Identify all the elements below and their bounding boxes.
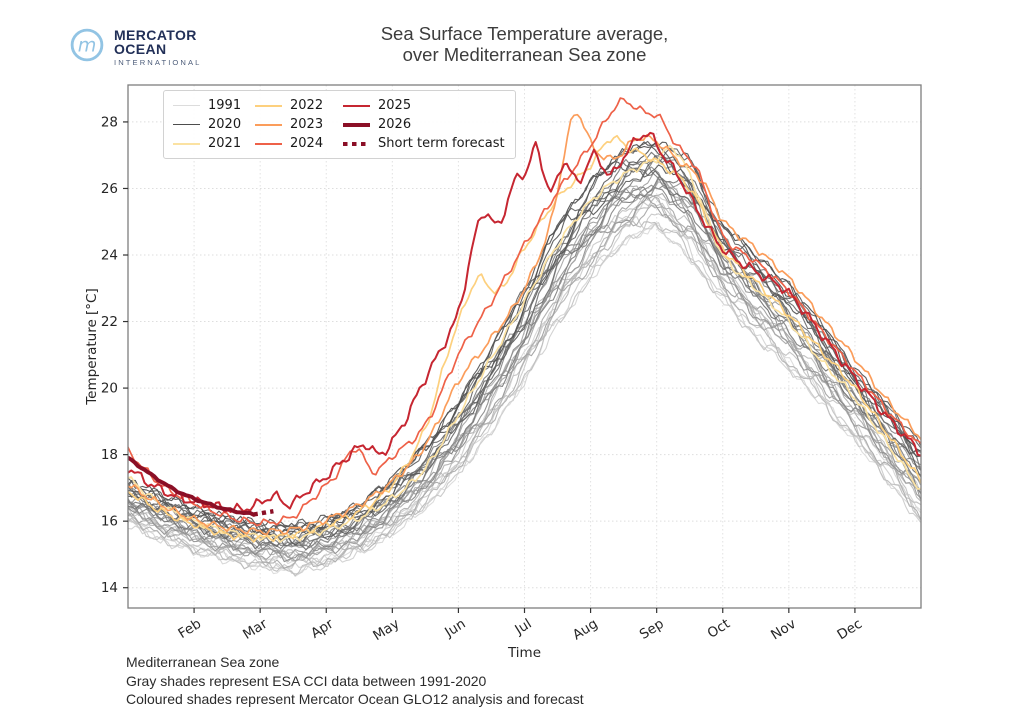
x-tick-label: May xyxy=(370,616,402,644)
legend-swatch-icon xyxy=(255,123,282,126)
gray-line-1991 xyxy=(128,223,921,577)
gray-line-2013 xyxy=(128,157,921,551)
y-tick-label: 28 xyxy=(101,114,118,130)
y-tick-label: 26 xyxy=(101,181,118,197)
gray-line-2001 xyxy=(128,204,921,570)
x-tick-label: Mar xyxy=(240,616,270,643)
gray-line-1993 xyxy=(128,195,921,569)
legend-label: Short term forecast xyxy=(378,136,505,151)
legend-swatch-icon xyxy=(255,104,282,107)
x-tick-label: Nov xyxy=(768,616,799,644)
series-line-2025 xyxy=(128,131,921,513)
gray-line-2015 xyxy=(128,148,921,540)
chart-title: Sea Surface Temperature average, over Me… xyxy=(128,23,921,65)
legend-swatch-icon xyxy=(173,123,200,126)
brand-line-mercator: MERCATOR xyxy=(114,27,197,43)
chart-title-line1: Sea Surface Temperature average, xyxy=(380,23,669,44)
legend-label: 2020 xyxy=(208,117,242,132)
gray-line-2009 xyxy=(128,156,921,545)
legend-item-2021: 2021 xyxy=(173,134,255,153)
y-tick-label: 20 xyxy=(101,381,118,397)
legend-label: 2025 xyxy=(378,98,412,113)
y-tick-label: 18 xyxy=(101,447,118,463)
x-tick-label: Aug xyxy=(570,616,601,644)
footnote-coloured-shades: Coloured shades represent Mercator Ocean… xyxy=(126,691,584,708)
legend-label: 2024 xyxy=(290,136,324,151)
gray-line-2003 xyxy=(128,170,921,562)
series-line-2024 xyxy=(128,97,921,527)
footnote-gray-shades: Gray shades represent ESA CCI data betwe… xyxy=(126,672,487,689)
y-tick-label: 22 xyxy=(101,314,118,330)
x-tick-label: Jun xyxy=(441,616,468,641)
brand-line-international: INTERNATIONAL xyxy=(114,58,202,67)
legend-item-2023: 2023 xyxy=(255,115,343,134)
y-tick-label: 14 xyxy=(101,580,118,596)
legend-item-2020: 2020 xyxy=(173,115,255,134)
series-line-2022 xyxy=(128,134,921,543)
footnotes: Mediterranean Sea zone Gray shades repre… xyxy=(126,653,584,709)
legend-item-1991: 1991 xyxy=(173,96,255,115)
gray-line-1995 xyxy=(128,213,921,571)
gray-line-2002 xyxy=(128,192,921,557)
footnote-zone: Mediterranean Sea zone xyxy=(126,654,280,670)
x-tick-label: Oct xyxy=(705,616,733,642)
series-layer xyxy=(128,97,921,577)
x-tick-label: Jul xyxy=(511,616,534,639)
legend-swatch-icon xyxy=(343,122,370,127)
y-tick-label: 16 xyxy=(101,514,118,530)
mercator-ocean-logo: m MERCATOR OCEAN INTERNATIONAL xyxy=(70,28,202,67)
legend-item-2025: 2025 xyxy=(343,96,505,115)
legend-item-2022: 2022 xyxy=(255,96,343,115)
legend-label: 1991 xyxy=(208,98,242,113)
series-line-2023 xyxy=(128,113,921,536)
series-line-2026 xyxy=(128,455,256,517)
legend-swatch-icon xyxy=(173,142,200,145)
svg-text:m: m xyxy=(78,33,97,56)
legend-item-short-term-forecast: Short term forecast xyxy=(343,134,505,153)
chart-title-line2: over Mediterranean Sea zone xyxy=(402,44,647,65)
legend-label: 2022 xyxy=(290,98,324,113)
legend: 1991 2020 2021 2022 2023 2024 2025 2026 Short te… xyxy=(163,90,516,159)
x-axis-label: Time xyxy=(507,645,541,661)
x-tick-label: Dec xyxy=(834,616,865,643)
x-tick-label: Feb xyxy=(175,616,204,642)
legend-item-2024: 2024 xyxy=(255,134,343,153)
legend-swatch-icon xyxy=(255,142,282,145)
legend-swatch-icon xyxy=(343,141,370,146)
series-line-2021 xyxy=(128,144,921,543)
y-tick-label: 24 xyxy=(101,248,118,264)
legend-swatch-icon xyxy=(343,104,370,107)
x-tick-label: Sep xyxy=(637,616,667,643)
legend-label: 2023 xyxy=(290,117,324,132)
legend-label: 2021 xyxy=(208,136,242,151)
series-line-short-term-forecast xyxy=(253,509,274,517)
legend-label: 2026 xyxy=(378,117,412,132)
brand-line-ocean: OCEAN xyxy=(114,41,167,57)
legend-swatch-icon xyxy=(173,104,200,107)
y-axis-label: Temperature [°C] xyxy=(84,288,100,406)
mercator-ocean-logo-icon: m xyxy=(70,28,104,62)
legend-item-2026: 2026 xyxy=(343,115,505,134)
x-tick-label: Apr xyxy=(308,616,337,642)
